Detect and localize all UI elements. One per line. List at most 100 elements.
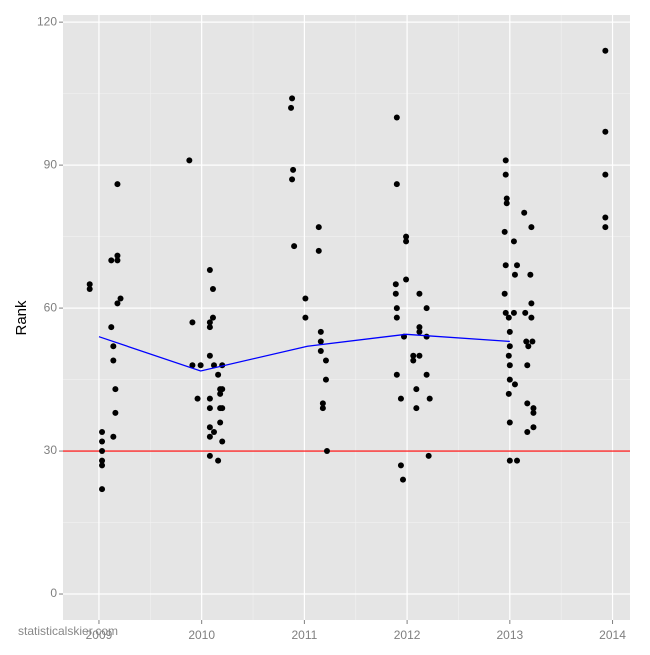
- point: [112, 386, 119, 393]
- point: [114, 300, 121, 307]
- point: [602, 47, 609, 54]
- point: [302, 295, 309, 302]
- point: [322, 357, 329, 364]
- point: [315, 224, 322, 231]
- point: [530, 409, 537, 416]
- point: [99, 428, 106, 435]
- y-tick-label: 120: [37, 14, 57, 28]
- point: [219, 438, 226, 445]
- point: [206, 452, 213, 459]
- mean-line: [98, 333, 510, 372]
- x-tick-label: 2013: [496, 628, 523, 642]
- point: [502, 171, 509, 178]
- point: [117, 295, 124, 302]
- point: [99, 457, 106, 464]
- point: [413, 386, 420, 393]
- point: [315, 247, 322, 254]
- point: [426, 395, 433, 402]
- point: [114, 252, 121, 259]
- point: [506, 419, 513, 426]
- point: [215, 457, 222, 464]
- point: [397, 462, 404, 469]
- point: [110, 343, 117, 350]
- point: [511, 381, 518, 388]
- point: [197, 362, 204, 369]
- point: [393, 305, 400, 312]
- point: [527, 271, 534, 278]
- point: [319, 405, 326, 412]
- point: [206, 266, 213, 273]
- point: [423, 333, 430, 340]
- point: [114, 181, 121, 188]
- point: [506, 362, 513, 369]
- point: [525, 343, 532, 350]
- point: [403, 276, 410, 283]
- point: [189, 319, 196, 326]
- point: [397, 395, 404, 402]
- point: [501, 290, 508, 297]
- point: [288, 104, 295, 111]
- point: [108, 324, 115, 331]
- point: [530, 405, 537, 412]
- point: [289, 176, 296, 183]
- point: [317, 347, 324, 354]
- point: [524, 400, 531, 407]
- point: [410, 357, 417, 364]
- point: [503, 200, 510, 207]
- point: [108, 257, 115, 264]
- point: [86, 286, 93, 293]
- point: [323, 448, 330, 455]
- point: [99, 486, 106, 493]
- point: [506, 328, 513, 335]
- point: [522, 309, 529, 316]
- point: [502, 309, 509, 316]
- y-tick-label: 30: [44, 443, 58, 457]
- point: [206, 395, 213, 402]
- point: [302, 314, 309, 321]
- point: [110, 357, 117, 364]
- point: [210, 428, 217, 435]
- x-tick-label: 2012: [394, 628, 421, 642]
- point: [112, 409, 119, 416]
- point: [529, 338, 536, 345]
- point: [511, 271, 518, 278]
- point: [206, 424, 213, 431]
- point: [521, 209, 528, 216]
- point: [416, 328, 423, 335]
- point: [416, 290, 423, 297]
- point: [505, 352, 512, 359]
- point: [210, 362, 217, 369]
- point: [403, 238, 410, 245]
- point: [206, 433, 213, 440]
- point: [602, 214, 609, 221]
- point: [510, 309, 517, 316]
- point: [217, 419, 224, 426]
- point: [206, 324, 213, 331]
- x-tick-label: 2010: [188, 628, 215, 642]
- plot-panel: [63, 15, 630, 620]
- y-axis-label: Rank: [13, 300, 30, 336]
- point: [425, 452, 432, 459]
- point: [530, 424, 537, 431]
- point: [413, 405, 420, 412]
- point: [392, 281, 399, 288]
- point: [186, 157, 193, 164]
- point: [505, 390, 512, 397]
- point: [219, 386, 226, 393]
- point: [423, 305, 430, 312]
- point: [189, 362, 196, 369]
- point: [322, 376, 329, 383]
- point: [319, 400, 326, 407]
- point: [423, 371, 430, 378]
- point: [602, 128, 609, 135]
- point: [602, 171, 609, 178]
- watermark: statisticalskier.com: [18, 624, 118, 638]
- point: [217, 390, 224, 397]
- point: [505, 314, 512, 321]
- point: [99, 438, 106, 445]
- point: [99, 462, 106, 469]
- point: [291, 243, 298, 250]
- point: [602, 224, 609, 231]
- point: [506, 376, 513, 383]
- y-tick-label: 60: [44, 300, 58, 314]
